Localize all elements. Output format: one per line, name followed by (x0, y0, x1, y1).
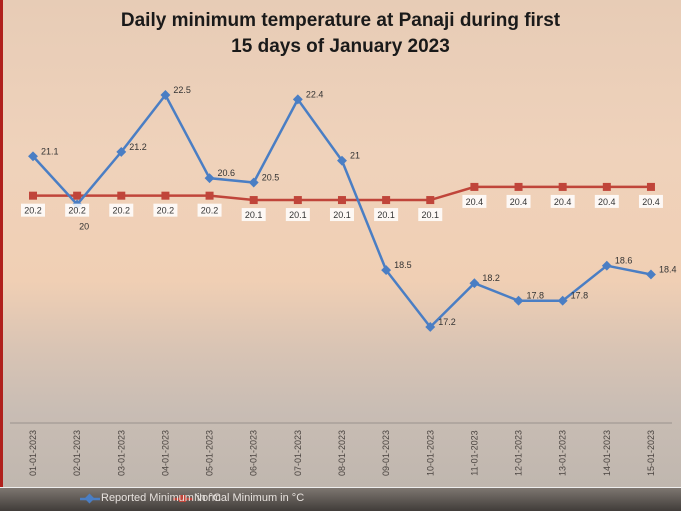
normal-label-bg (109, 203, 134, 217)
normal-data-label: 20.4 (510, 197, 528, 207)
normal-point (249, 196, 258, 205)
normal-data-label: 20.4 (466, 197, 484, 207)
normal-point (558, 182, 567, 191)
normal-point (117, 191, 126, 200)
x-tick-label: 07-01-2023 (293, 430, 303, 476)
normal-label-bg (21, 203, 45, 217)
legend-reported-marker-icon (84, 493, 95, 504)
reported-data-label: 21 (350, 151, 360, 161)
reported-point (513, 295, 524, 306)
x-tick-label: 02-01-2023 (72, 430, 82, 476)
normal-label-bg (241, 208, 266, 222)
x-tick-label: 12-01-2023 (514, 430, 524, 476)
normal-point (514, 182, 523, 191)
x-tick-label: 08-01-2023 (337, 430, 347, 476)
legend: Reported Minimum in °C Normal Minimum in… (0, 487, 681, 511)
x-tick-label: 05-01-2023 (205, 430, 215, 476)
chart-title: Daily minimum temperature at Panaji duri… (0, 8, 681, 60)
normal-label-bg (550, 194, 575, 208)
normal-point (161, 191, 170, 200)
normal-point (29, 191, 37, 200)
x-tick-label: 03-01-2023 (116, 430, 126, 476)
normal-label-bg (374, 208, 399, 222)
normal-data-label: 20.2 (24, 206, 42, 216)
title-line-2: 15 days of January 2023 (231, 36, 450, 57)
reported-data-label: 18.4 (659, 264, 677, 274)
legend-normal-marker-icon (179, 495, 186, 502)
reported-point (381, 265, 392, 276)
reported-data-label: 21.1 (41, 146, 59, 156)
x-tick-label: 15-01-2023 (646, 430, 656, 476)
normal-data-label: 20.2 (157, 206, 175, 216)
x-tick-label: 14-01-2023 (602, 430, 612, 476)
normal-data-label: 20.4 (642, 197, 660, 207)
x-tick-label: 04-01-2023 (160, 430, 170, 476)
reported-point (469, 278, 480, 289)
title-line-1: Daily minimum temperature at Panaji duri… (120, 10, 561, 31)
normal-data-label: 20.1 (289, 210, 307, 220)
normal-point (205, 191, 214, 200)
reported-point (425, 322, 436, 332)
normal-point (646, 182, 655, 191)
normal-label-bg (153, 203, 178, 217)
normal-label-bg (594, 194, 619, 208)
reported-point (248, 177, 259, 188)
reported-data-label: 22.4 (306, 89, 324, 99)
normal-label-bg (506, 194, 531, 208)
normal-data-label: 20.2 (201, 206, 219, 216)
normal-point (382, 196, 391, 205)
normal-data-label: 20.1 (333, 210, 351, 220)
x-tick-label: 11-01-2023 (469, 430, 479, 475)
legend-reported: Reported Minimum in °C (101, 492, 221, 504)
normal-data-label: 20.1 (421, 210, 439, 220)
reported-data-label: 22.5 (173, 85, 191, 95)
legend-normal: Normal Minimum in °C (194, 492, 305, 504)
normal-label-bg (638, 194, 663, 208)
reported-point (28, 151, 38, 162)
normal-point (293, 196, 302, 205)
x-tick-label: 13-01-2023 (558, 430, 568, 476)
x-tick-label: 10-01-2023 (425, 430, 435, 476)
x-tick-label: 09-01-2023 (381, 430, 391, 476)
reported-data-label: 20.6 (218, 168, 236, 178)
reported-data-label: 17.8 (571, 291, 589, 301)
normal-label-bg (329, 208, 354, 222)
normal-point (73, 191, 82, 200)
reported-point (557, 295, 568, 306)
normal-label-bg (418, 208, 443, 222)
reported-point (116, 146, 127, 157)
reported-point (601, 260, 612, 271)
normal-label-bg (197, 203, 222, 217)
reported-point (160, 90, 171, 100)
reported-point (337, 155, 347, 166)
reported-data-label: 18.2 (482, 273, 500, 283)
normal-point (602, 182, 611, 191)
reported-data-label: 18.5 (394, 260, 412, 270)
left-border (0, 0, 3, 511)
reported-data-label: 21.2 (129, 142, 147, 152)
normal-label-bg (462, 194, 487, 208)
reported-data-label: 17.8 (527, 291, 545, 301)
reported-data-label: 18.6 (615, 256, 633, 266)
normal-data-label: 20.1 (377, 210, 395, 220)
normal-point (337, 196, 346, 205)
x-tick-label: 06-01-2023 (249, 430, 259, 476)
normal-data-label: 20.2 (113, 206, 131, 216)
reported-data-label: 20.5 (262, 173, 280, 183)
normal-point (426, 196, 435, 205)
normal-label-bg (65, 203, 90, 217)
normal-data-label: 20.4 (598, 197, 616, 207)
normal-data-label: 20.1 (245, 210, 263, 220)
normal-data-label: 20.4 (554, 197, 572, 207)
normal-point (470, 182, 479, 191)
reported-point (204, 173, 215, 184)
reported-data-label: 17.2 (438, 317, 456, 327)
normal-data-label: 20.2 (68, 206, 86, 216)
reported-point (646, 269, 656, 280)
x-tick-label: 01-01-2023 (28, 430, 38, 476)
normal-label-bg (285, 208, 310, 222)
reported-data-label: 20 (79, 221, 89, 231)
